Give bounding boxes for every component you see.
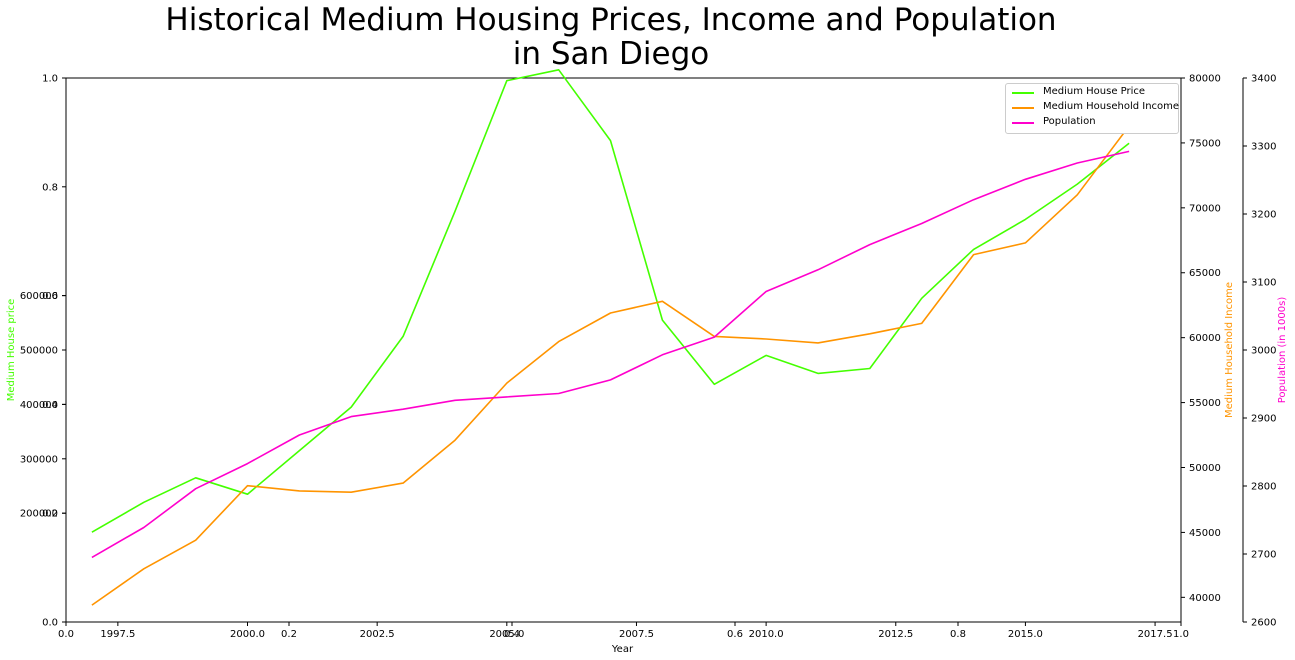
price-axis-tick-label: 600000	[20, 291, 58, 302]
left-unit-tick-label: 0.2	[42, 509, 58, 520]
year-axis-tick-label: 2007.5	[619, 629, 654, 640]
x-unit-tick-label: 0.2	[281, 629, 297, 640]
chart-title-line-1: Historical Medium Housing Prices, Income…	[165, 2, 1057, 38]
population-axis-tick-label: 2800	[1251, 482, 1276, 493]
x-unit-tick-label: 0.8	[950, 629, 966, 640]
axes-layer	[62, 77, 1247, 626]
year-axis-tick-label: 2017.5	[1138, 629, 1173, 640]
price-axis-tick-label: 500000	[20, 346, 58, 357]
income-axis-tick-label: 75000	[1189, 138, 1221, 149]
price-axis-tick-label: 400000	[20, 400, 58, 411]
lines-layer	[91, 69, 1130, 606]
income-axis-tick-label: 60000	[1189, 333, 1221, 344]
population-axis-tick-label: 2900	[1251, 414, 1276, 425]
x-axis-label: Year	[611, 644, 634, 655]
labels-layer: 0.0 0.2 0.4 0.6 0.8 1.0 200000 300000 400000 5000…	[6, 74, 1288, 656]
income-axis-tick-label: 45000	[1189, 528, 1221, 539]
chart-title-line-2: in San Diego	[512, 36, 710, 72]
population-axis-tick-label: 3300	[1251, 142, 1276, 153]
year-axis-tick-label: 2015.0	[1008, 629, 1043, 640]
legend-label-income: Medium Household Income	[1043, 101, 1180, 112]
x-unit-tick-label: 0.6	[727, 629, 743, 640]
population-axis-tick-label: 2600	[1251, 618, 1276, 629]
legend-swatch-price	[1012, 92, 1034, 94]
x-unit-tick-label: 1.0	[1173, 629, 1189, 640]
income-axis-tick-label: 40000	[1189, 593, 1221, 604]
year-axis-tick-label: 2010.0	[749, 629, 784, 640]
legend-swatch-population	[1012, 122, 1034, 124]
income-axis-tick-label: 70000	[1189, 203, 1221, 214]
left-unit-tick-label: 0.6	[42, 291, 58, 302]
left-unit-tick-label: 0.8	[42, 182, 58, 193]
legend-swatch-income	[1012, 107, 1034, 109]
income-axis-tick-label: 50000	[1189, 463, 1221, 474]
chart-legend: Medium House Price Medium Household Inco…	[1005, 83, 1179, 134]
population-axis-tick-label: 3200	[1251, 210, 1276, 221]
year-axis-tick-label: 2002.5	[360, 629, 395, 640]
price-series-line	[91, 69, 1130, 533]
population-axis-tick-label: 2700	[1251, 550, 1276, 561]
income-axis-tick-label: 65000	[1189, 268, 1221, 279]
population-axis-tick-label: 3000	[1251, 346, 1276, 357]
population-axis-label: Population (in 1000s)	[1277, 297, 1288, 404]
population-axis-tick-label: 3100	[1251, 278, 1276, 289]
year-axis-tick-label: 2012.5	[878, 629, 913, 640]
legend-label-price: Medium House Price	[1043, 86, 1146, 97]
income-axis-tick-label: 55000	[1189, 398, 1221, 409]
year-axis-tick-label: 2000.0	[230, 629, 265, 640]
population-axis-tick-label: 3400	[1251, 74, 1276, 85]
year-axis-tick-label: 1997.5	[100, 629, 135, 640]
income-axis-tick-label: 80000	[1189, 74, 1221, 85]
left-unit-tick-label: 0.4	[42, 400, 58, 411]
income-series-line	[91, 125, 1130, 606]
x-unit-tick-label: 0.4	[504, 629, 520, 640]
left-unit-tick-label: 0.0	[42, 618, 58, 629]
price-axis-label: Medium House price	[6, 299, 17, 402]
income-axis-label: Medium Household Income	[1224, 282, 1235, 418]
left-unit-tick-label: 1.0	[42, 74, 58, 85]
x-unit-tick-label: 0.0	[58, 629, 74, 640]
legend-label-population: Population	[1043, 116, 1096, 127]
year-axis-tick-label: 2005.0	[489, 629, 524, 640]
price-axis-tick-label: 200000	[20, 509, 58, 520]
population-series-line	[91, 150, 1130, 559]
price-axis-tick-label: 300000	[20, 454, 58, 465]
